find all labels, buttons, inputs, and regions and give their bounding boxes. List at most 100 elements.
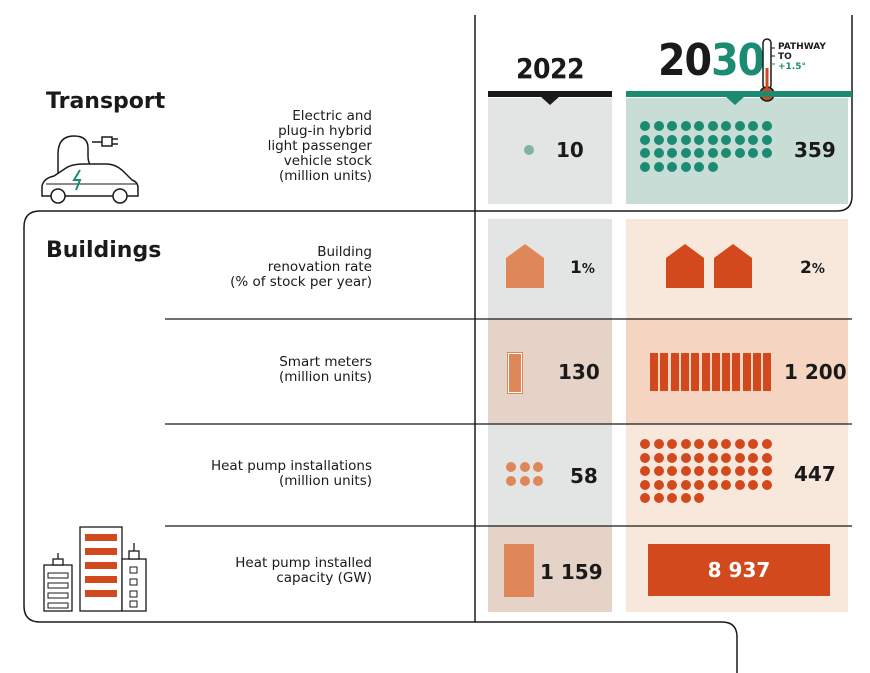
- year-2030-suffix: 30: [711, 35, 765, 86]
- heat-pump-dots-2030: [640, 439, 780, 511]
- heat-pump-dot-2030: [667, 493, 677, 503]
- ev-dot-2030: [680, 161, 691, 172]
- ev-dot-2030: [640, 134, 650, 145]
- ev-dot-2030: [694, 134, 704, 145]
- ev-dot-2030: [640, 148, 650, 158]
- heat-pump-dot-2030: [694, 452, 704, 463]
- heat-pump-dot-2030: [640, 479, 650, 490]
- transport-title: Transport: [46, 89, 166, 114]
- heat-pump-dot-2030: [680, 452, 691, 463]
- renovation-value-2022: 1%: [570, 258, 595, 278]
- metric-line: (million units): [279, 369, 372, 385]
- ev-dot-2030: [721, 121, 731, 131]
- ev-dot-2030: [653, 161, 664, 172]
- metric-line: capacity (GW): [276, 570, 372, 586]
- meter-bar-2030: [650, 353, 658, 391]
- ev-dot-2030: [694, 161, 704, 172]
- meter-bar-2030: [691, 353, 700, 391]
- ev-dot-2030: [748, 121, 758, 131]
- heat-pump-dot-2030: [667, 479, 677, 490]
- metric-line: Electric and: [292, 108, 372, 124]
- heat-pump-dot-2030: [734, 452, 745, 463]
- heat-pump-dot-2030: [707, 466, 718, 476]
- heat-pump-dot-2030: [653, 452, 664, 463]
- metric-line: (million units): [279, 168, 372, 184]
- ev-dot-2030: [667, 134, 677, 145]
- heat-pump-dot-2030: [680, 493, 691, 503]
- heat-pump-value-2022: 58: [570, 464, 598, 488]
- ev-dot-2030: [680, 134, 691, 145]
- house-icon-2030: [666, 244, 704, 288]
- heat-pump-dot-2030: [721, 452, 731, 463]
- metric-line: Smart meters: [279, 354, 372, 370]
- house-icon-2030: [714, 244, 752, 288]
- heat-pump-dot-2030: [761, 452, 772, 463]
- pathway-label: PATHWAY TO +1.5°: [778, 42, 826, 72]
- ev-dot-2030: [667, 121, 677, 131]
- meter-bars-2030: [650, 353, 774, 391]
- heat-pump-dot-2030: [734, 479, 745, 490]
- ev-dot-2030: [640, 121, 650, 131]
- heat-pump-dot-2030: [653, 479, 664, 490]
- ev-dot-2030: [667, 148, 677, 158]
- year-2022-underline: [488, 91, 612, 97]
- ev-dots-2030: [640, 121, 780, 177]
- ev-dot-2030: [680, 121, 691, 131]
- heat-pump-dot-2030: [667, 439, 677, 449]
- metric-line: renovation rate: [267, 259, 372, 275]
- heat-pump-dots-2022: [506, 462, 548, 490]
- year-2022-pointer: [540, 96, 560, 105]
- ev-dot-2030: [748, 134, 758, 145]
- renovation-number-2030: 2: [800, 258, 812, 278]
- metric-line: Heat pump installed: [235, 555, 372, 571]
- heat-pump-dot-2030: [694, 439, 704, 449]
- year-2022-label: 2022: [515, 52, 585, 85]
- pathway-line2: TO: [778, 52, 792, 62]
- ev-dot-2030: [667, 161, 677, 172]
- ev-dot-2030: [721, 148, 731, 158]
- meter-bar-2030: [732, 353, 741, 391]
- heat-pump-dot-2022: [519, 462, 530, 472]
- heat-pump-dot-2030: [748, 479, 758, 490]
- heat-pump-dot-2022: [506, 462, 516, 472]
- heat-pump-dot-2030: [640, 452, 650, 463]
- smart-meters-metric-label: Smart meters (million units): [170, 355, 372, 385]
- year-2030-prefix: 20: [658, 35, 712, 86]
- heat-pump-dot-2030: [721, 479, 731, 490]
- pathway-line3: +1.5°: [778, 62, 806, 72]
- heat-pump-dot-2030: [640, 466, 650, 476]
- smart-meters-value-2030: 1 200: [784, 360, 847, 384]
- heat-pump-dot-2030: [748, 452, 758, 463]
- heat-pump-dot-2030: [761, 439, 772, 449]
- ev-dot-2030: [653, 134, 664, 145]
- col-2022-transport-bg: [488, 98, 612, 204]
- heat-pump-dot-2030: [640, 493, 650, 503]
- ev-dot-2030: [653, 121, 664, 131]
- meter-bar-2030: [753, 353, 761, 391]
- ev-dot-2030: [694, 148, 704, 158]
- heat-pump-dot-2030: [667, 466, 677, 476]
- heat-pump-dot-2030: [667, 452, 677, 463]
- renovation-metric-label: Building renovation rate (% of stock per…: [170, 245, 372, 290]
- ev-dot-2030: [748, 148, 758, 158]
- capacity-metric-label: Heat pump installed capacity (GW): [170, 556, 372, 586]
- capacity-bar-2030: [648, 544, 830, 596]
- meter-bar-2030: [763, 353, 772, 391]
- heat-pump-dot-2030: [761, 466, 772, 476]
- meter-bar-2030: [660, 353, 669, 391]
- ev-dot-2030: [721, 134, 731, 145]
- ev-dot-2022: [524, 145, 534, 155]
- heat-pump-dot-2030: [653, 466, 664, 476]
- capacity-value-2022: 1 159: [540, 560, 603, 584]
- heat-pump-dot-2030: [694, 466, 704, 476]
- heat-pump-metric-label: Heat pump installations (million units): [170, 459, 372, 489]
- metric-line: vehicle stock: [283, 153, 372, 169]
- metric-line: light passenger: [267, 138, 372, 154]
- heat-pump-dot-2030: [694, 479, 704, 490]
- heat-pump-dot-2030: [707, 452, 718, 463]
- heat-pump-dot-2030: [748, 466, 758, 476]
- renovation-number-2022: 1: [570, 258, 582, 278]
- renovation-value-2030: 2%: [800, 258, 825, 278]
- ev-dot-2030: [761, 121, 772, 131]
